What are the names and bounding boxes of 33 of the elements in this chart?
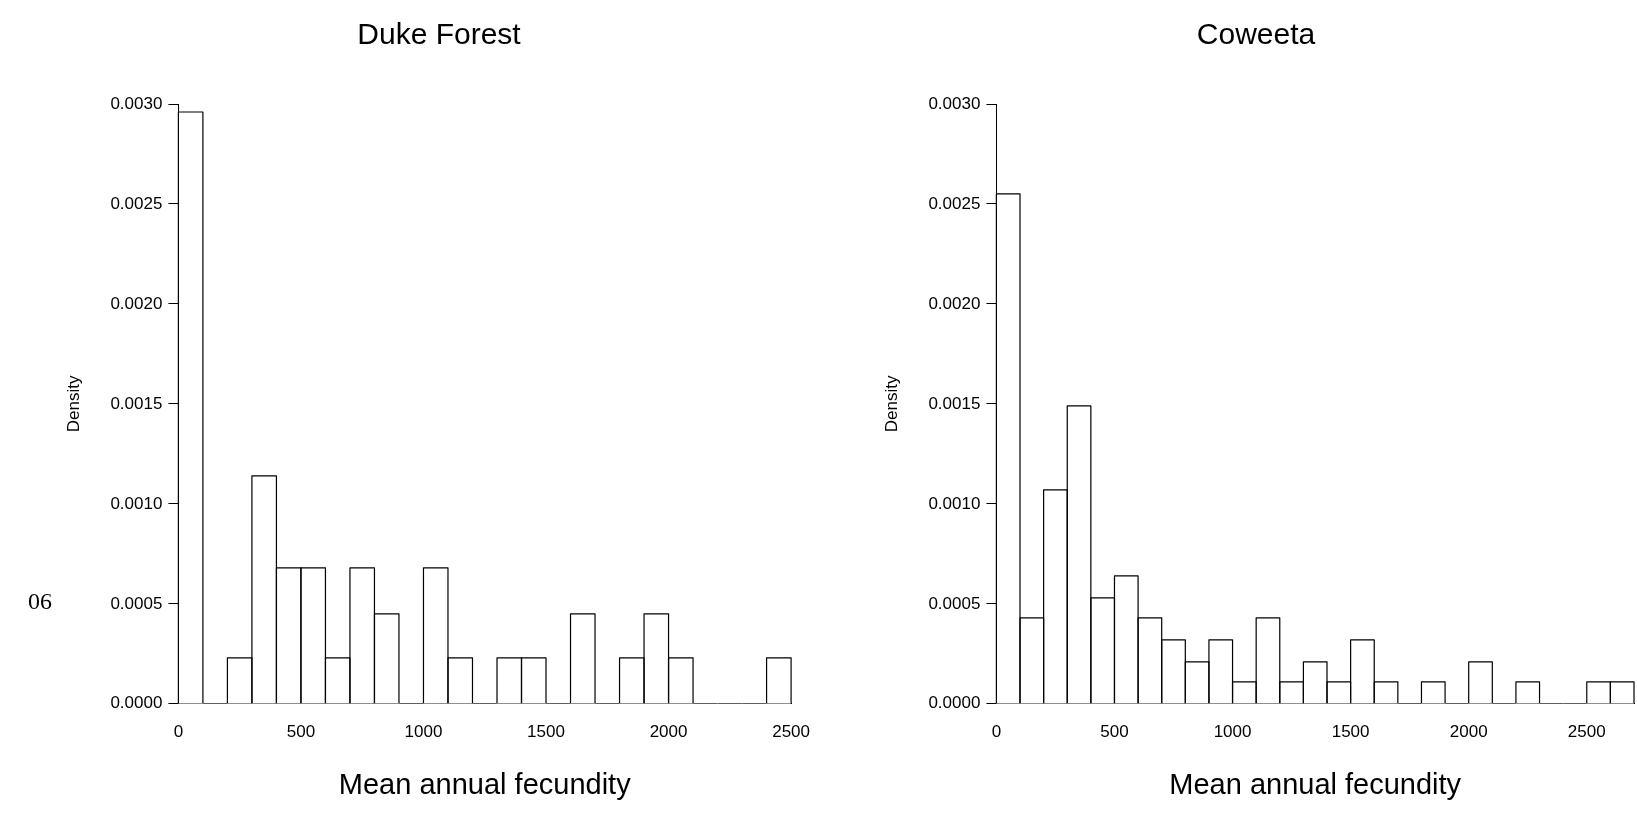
x-tick-label: 2000: [1449, 721, 1488, 741]
x-tick-label: 2500: [772, 721, 810, 741]
y-tick-label: 0.0015: [110, 393, 163, 413]
y-tick-label: 0.0005: [928, 593, 981, 613]
x-tick-label: 2000: [649, 721, 688, 741]
x-axis-title: Mean annual fecundity: [1169, 767, 1462, 800]
chart-title: Duke Forest: [357, 17, 522, 51]
x-axis-title: Mean annual fecundity: [338, 767, 632, 800]
x-tick-label: 500: [1100, 721, 1129, 741]
y-tick-label: 0.0000: [110, 693, 163, 713]
y-tick-label: 0.0020: [928, 293, 981, 313]
y-axis-title: Density: [881, 375, 901, 433]
x-tick-label: 500: [286, 721, 316, 741]
y-tick-label: 0.0010: [928, 493, 981, 513]
y-tick-label: 0.0025: [928, 193, 981, 213]
x-tick-label: 1500: [1331, 721, 1370, 741]
x-tick-label: 0: [173, 721, 184, 741]
y-tick-label: 0.0030: [928, 93, 981, 113]
x-tick-label: 2500: [1567, 721, 1606, 741]
y-tick-label: 0.0010: [110, 493, 163, 513]
x-tick-label: 1000: [1213, 721, 1252, 741]
y-tick-label: 0.0000: [928, 693, 981, 713]
y-tick-label: 0.0015: [928, 393, 981, 413]
text: 90: [28, 588, 52, 615]
x-tick-label: 1000: [404, 721, 443, 741]
y-tick-label: 0.0030: [110, 93, 163, 113]
x-tick-label: 1500: [527, 721, 565, 741]
y-tick-label: 0.0005: [110, 593, 163, 613]
y-axis-title: Density: [63, 375, 83, 433]
y-tick-label: 0.0025: [110, 193, 163, 213]
y-tick-label: 0.0020: [110, 293, 163, 313]
chart-title: Coweeta: [1196, 17, 1316, 51]
x-tick-label: 0: [991, 721, 1002, 741]
